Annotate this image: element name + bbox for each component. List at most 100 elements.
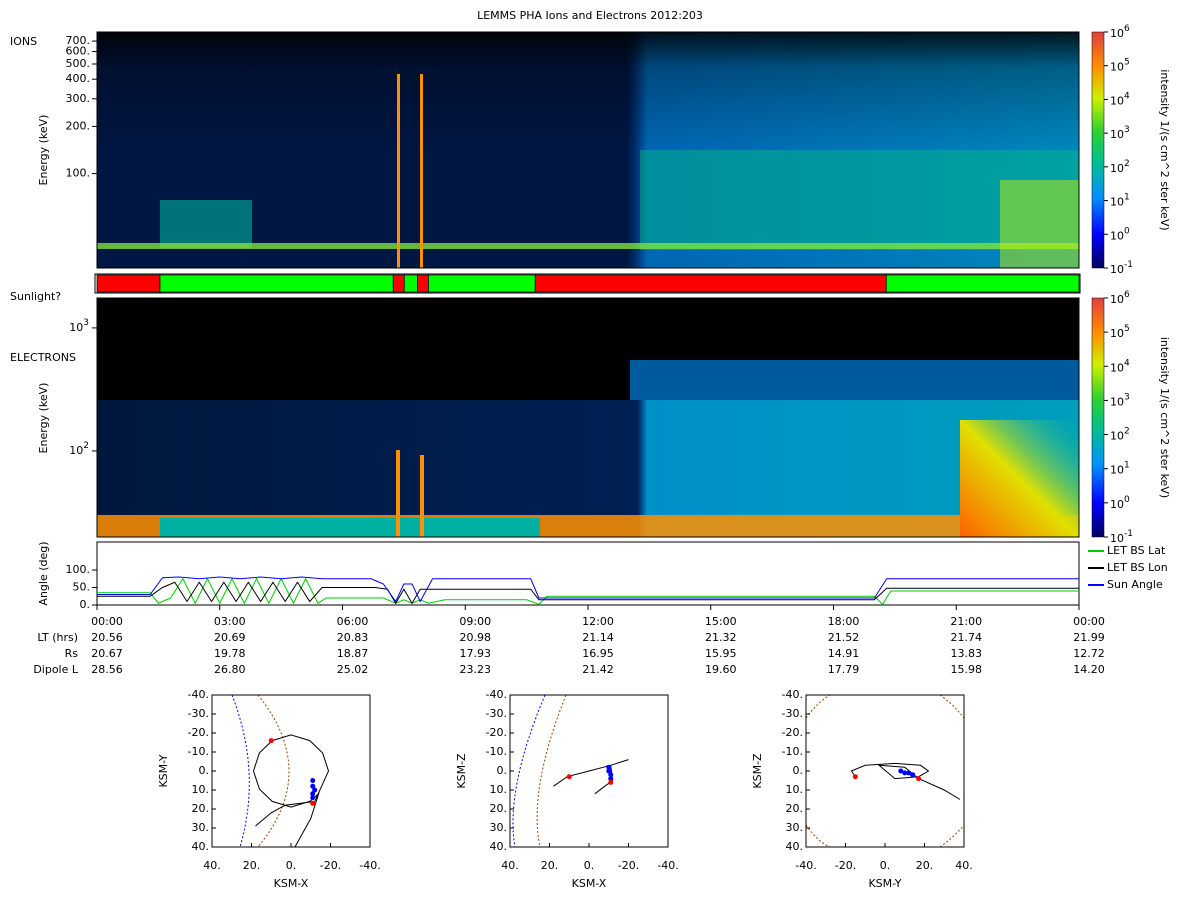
orbit-point [312, 787, 318, 793]
colorbar [1091, 297, 1105, 538]
tick-base: 10 [69, 444, 83, 457]
angle-frame [96, 541, 1080, 606]
colorbar-tick-label: 100 [1110, 494, 1130, 511]
y-tick-label: 30. [490, 821, 508, 834]
spectrogram-band [160, 518, 540, 537]
x-tick-label: 09:00 [459, 615, 491, 628]
magnetopause [231, 694, 250, 848]
ephemeris-value: 23.23 [460, 663, 492, 676]
y-axis-label: KSM-Z [751, 753, 764, 789]
x-tick-label: 20. [916, 859, 934, 872]
spectrogram-patch [160, 200, 252, 248]
x-tick-label: 0. [584, 859, 595, 872]
sunlight-segment [534, 274, 887, 293]
x-tick-label: 15:00 [705, 615, 737, 628]
ephemeris-value: 26.80 [214, 663, 246, 676]
tick-exponent: 6 [1124, 290, 1130, 300]
x-tick-label: 20. [541, 859, 559, 872]
tick-exponent: 2 [1124, 158, 1130, 168]
orbit-point [606, 768, 612, 774]
panel-label: ELECTRONS [10, 351, 76, 364]
angle-line [97, 581, 1079, 605]
y-tick-label: -40. [782, 688, 803, 701]
y-tick-label: 30. [192, 821, 210, 834]
spectrogram-spike [420, 74, 423, 268]
ephemeris-value: 21.32 [705, 631, 737, 644]
y-tick-label: 50. [73, 581, 91, 594]
y-tick-label: -10. [782, 745, 803, 758]
angle-line [97, 577, 1079, 606]
y-tick-label: -30. [486, 707, 507, 720]
orbit-point [310, 778, 316, 783]
orbit-point [906, 770, 912, 776]
colorbar-tick-label: 104 [1110, 91, 1130, 108]
ephemeris-label: Dipole L [33, 663, 79, 676]
boundaries [231, 694, 965, 848]
tick-exponent: 5 [1124, 324, 1130, 334]
tick-exponent: 4 [1124, 358, 1130, 368]
y-axis-label: Angle (deg) [37, 541, 50, 605]
tick-exponent: -1 [1124, 260, 1133, 270]
spectrogram-fill [97, 400, 1079, 537]
x-tick-label: -20. [835, 859, 856, 872]
y-tick-label: 700. [66, 34, 91, 47]
electron-spectrogram [96, 297, 1080, 538]
y-tick-label: 10. [192, 783, 210, 796]
tick-exponent: 3 [83, 317, 89, 327]
tick-base: 10 [1110, 229, 1124, 242]
x-tick-label: 00:00 [91, 615, 123, 628]
y-tick-label: -20. [188, 726, 209, 739]
y-axis-label: KSM-Y [157, 754, 170, 787]
orbit-point [608, 779, 614, 785]
y-tick-label: -10. [188, 745, 209, 758]
y-tick-label: -30. [782, 707, 803, 720]
colorbar-tick-label: 106 [1110, 24, 1130, 41]
tick-exponent: -1 [1124, 529, 1133, 539]
tick-base: 10 [1110, 361, 1124, 374]
tick-base: 10 [1110, 498, 1124, 511]
tick-base: 10 [1110, 27, 1124, 40]
y-tick-label: 40. [192, 840, 210, 853]
y-tick-label: 0. [793, 764, 804, 777]
colorbar-tick-label: 102 [1110, 158, 1130, 175]
sunlight-segment [96, 274, 161, 293]
legend-label: Sun Angle [1107, 578, 1163, 591]
ephemeris-value: 13.83 [951, 647, 983, 660]
ephemeris-value: 19.78 [214, 647, 246, 660]
colorbar-tick-label: 105 [1110, 57, 1130, 74]
tick-base: 10 [1110, 263, 1124, 276]
spectrogram-band [97, 243, 1079, 249]
ephemeris-value: 25.02 [337, 663, 369, 676]
tick-base: 10 [1110, 61, 1124, 74]
tick-base: 10 [1110, 128, 1124, 141]
ephemeris-value: 20.67 [91, 647, 123, 660]
ephemeris-value: 17.93 [460, 647, 492, 660]
x-tick-label: 00:00 [1073, 615, 1105, 628]
x-tick-label: 06:00 [337, 615, 369, 628]
spectrogram-fade [97, 32, 1079, 152]
colorbar-tick-label: 102 [1110, 426, 1130, 443]
y-tick-label: 30. [786, 821, 804, 834]
y-axis-label: Energy (keV) [37, 383, 50, 454]
sunlight-segment [392, 274, 405, 293]
y-tick-label: 10. [490, 783, 508, 796]
y-tick-label: -20. [782, 726, 803, 739]
y-tick-label: -40. [188, 688, 209, 701]
ephemeris-value: 21.14 [582, 631, 614, 644]
x-axis-label: KSM-Y [868, 877, 901, 890]
x-axis-label: KSM-X [572, 877, 607, 890]
x-tick-label: 40. [203, 859, 221, 872]
tick-base: 10 [1110, 395, 1124, 408]
colorbar-tick-label: 10-1 [1110, 260, 1133, 277]
orbit-point [852, 774, 858, 780]
y-tick-label: 10. [786, 783, 804, 796]
orbit-point [310, 783, 316, 789]
ephemeris-value: 20.83 [337, 631, 369, 644]
y-tick-label: -10. [486, 745, 507, 758]
colorbar-label: intensity 1/(s cm^2 ster keV) [1158, 337, 1171, 498]
orbit-point [608, 772, 614, 778]
ephemeris-value: 18.87 [337, 647, 369, 660]
ephemeris-value: 21.42 [582, 663, 614, 676]
x-tick-label: 18:00 [828, 615, 860, 628]
ephemeris-value: 19.60 [705, 663, 737, 676]
